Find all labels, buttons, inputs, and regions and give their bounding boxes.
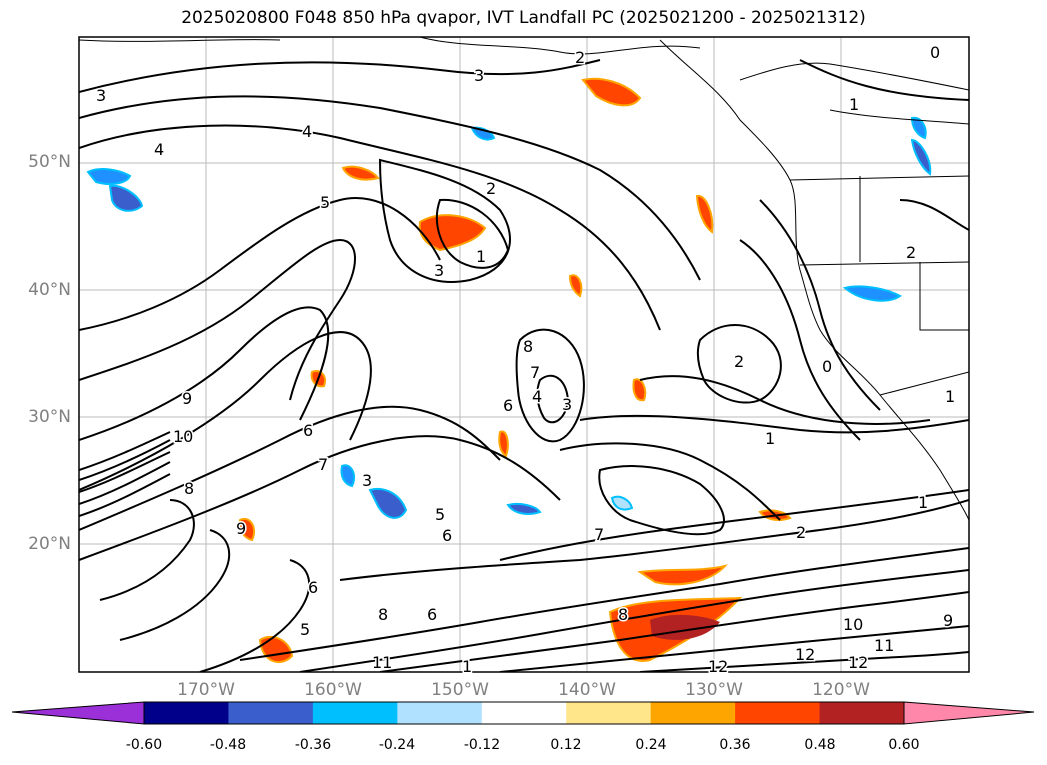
contour-label: 2 [906,243,916,262]
contour-label: 6 [303,421,313,440]
contour-label: 9 [943,611,953,630]
contour-label: 1 [765,429,775,448]
colorbar-segment [144,702,229,724]
contour-label: 1 [945,387,955,406]
colorbar-tick-label: -0.60 [125,737,163,753]
lon-label-140w: 140°W [558,680,616,700]
contour-label: 8 [618,605,628,624]
colorbar-tick-label: -0.36 [294,737,332,753]
lon-label-120w: 120°W [812,680,870,700]
contour-label: 2 [575,48,585,67]
contour-label: 6 [427,605,437,624]
contour-label: 11 [372,653,392,672]
lat-label-30n: 30°N [28,407,71,427]
lat-label-20n: 20°N [28,534,71,554]
contour-label: 7 [318,455,328,474]
colorbar-segment [312,702,398,724]
lon-label-150w: 150°W [431,680,489,700]
colorbar-tick-label: -0.12 [463,737,501,753]
lon-label-170w: 170°W [177,680,235,700]
lat-label-40n: 40°N [28,280,71,300]
contour-label: 0 [930,43,940,62]
lon-label-130w: 130°W [685,680,743,700]
colorbar-tick-label: 0.24 [635,737,667,753]
colorbar-tick-label: 0.60 [888,737,920,753]
contour-label: 4 [154,140,164,159]
map-title: 2025020800 F048 850 hPa qvapor, IVT Land… [181,8,866,28]
colorbar-tick-label: 0.12 [550,737,582,753]
contour-label: 12 [708,657,728,676]
colorbar-tick-label: -0.48 [209,737,247,753]
contour-label: 7 [594,525,604,544]
colorbar-segment [735,702,821,724]
qvapor-fill-patches [86,77,932,664]
contour-label: 5 [320,193,330,212]
contour-label: 2 [734,352,744,371]
colorbar-segment [397,702,483,724]
colorbar-segment [481,702,567,724]
contour-label: 1 [849,95,859,114]
colorbar-tick-label: 0.48 [804,737,836,753]
grid-lines [79,37,969,672]
lat-label-50n: 50°N [28,152,71,172]
contour-label: 9 [182,389,192,408]
contour-label: 1 [918,493,928,512]
contour-labels: 3 3 4 4 2 5 2 1 3 0 1 8 7 6 4 3 2 1 9 10… [95,42,957,678]
contour-label: 7 [530,363,540,382]
contour-label: 3 [96,86,106,105]
contour-label: 8 [523,337,533,356]
contour-label: 1 [462,657,472,676]
contour-label: 9 [236,519,246,538]
contour-label: 0 [822,357,832,376]
contour-label: 6 [442,526,452,545]
contour-label: 4 [532,387,542,406]
coastlines [79,37,969,521]
contour-label: 3 [362,471,372,490]
colorbar-segment [228,702,314,724]
contour-label: 1 [476,247,486,266]
lon-label-160w: 160°W [304,680,362,700]
contour-label: 2 [796,523,806,542]
contour-label: 11 [874,636,894,655]
contour-label: 3 [474,66,484,85]
contour-label: 6 [308,578,318,597]
contour-label: 10 [173,427,193,446]
colorbar-segment [566,702,652,724]
colorbar [11,701,1035,725]
contour-label: 5 [435,505,445,524]
contour-label: 12 [795,645,815,664]
contour-label: 4 [302,122,312,141]
colorbar-tick-label: -0.24 [378,737,416,753]
colorbar-segment [819,702,905,724]
contour-label: 2 [486,179,496,198]
contour-label: 10 [843,615,863,634]
contour-label: 5 [300,620,310,639]
colorbar-segment [650,702,736,724]
colorbar-tick-label: 0.36 [719,737,751,753]
map-frame [78,36,970,673]
ivt-contours [79,59,969,672]
contour-label: 8 [378,605,388,624]
contour-label: 8 [184,479,194,498]
contour-label: 12 [848,653,868,672]
contour-label: 3 [562,395,572,414]
contour-label: 6 [503,396,513,415]
contour-label: 3 [434,261,444,280]
